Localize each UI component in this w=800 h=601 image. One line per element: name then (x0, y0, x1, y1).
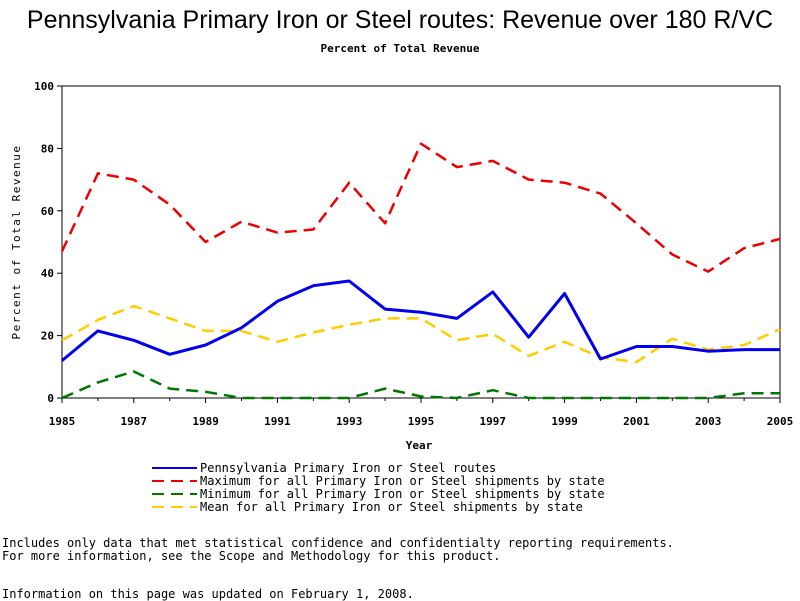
series-line-minimum (61, 370, 780, 400)
x-tick-label: 1991 (264, 415, 291, 428)
legend-label: Mean for all Primary Iron or Steel shipm… (200, 500, 583, 514)
y-tick-label: 20 (41, 330, 54, 343)
chart-title: Pennsylvania Primary Iron or Steel route… (26, 6, 774, 34)
x-tick-label: 1985 (49, 415, 76, 428)
x-tick-label: 2003 (695, 415, 722, 428)
x-tick-label: 1995 (408, 415, 435, 428)
x-tick-label: 1999 (551, 415, 578, 428)
legend-label: Minimum for all Primary Iron or Steel sh… (200, 487, 605, 501)
y-tick-label: 80 (41, 142, 54, 155)
y-tick-label: 60 (41, 205, 54, 218)
series-line-maximum (60, 142, 781, 273)
chart-subtitle: Percent of Total Revenue (320, 42, 480, 55)
confidence-note: Includes only data that met statistical … (2, 536, 674, 550)
y-tick-label: 100 (34, 80, 54, 93)
series-line-pennsylvania (61, 279, 780, 362)
legend-label: Pennsylvania Primary Iron or Steel route… (200, 461, 497, 475)
y-tick-label: 40 (41, 267, 54, 280)
methodology-note: For more information, see the Scope and … (2, 549, 501, 563)
x-tick-label: 1987 (121, 415, 148, 428)
updated-note: Information on this page was updated on … (2, 587, 414, 601)
plot-area (61, 85, 781, 399)
x-tick-label: 2005 (767, 415, 794, 428)
y-axis-label: Percent of Total Revenue (10, 145, 23, 340)
x-axis-label: Year (406, 439, 433, 452)
x-tick-label: 1997 (480, 415, 507, 428)
x-tick-label: 1993 (336, 415, 363, 428)
x-tick-label: 1989 (192, 415, 219, 428)
legend-label: Maximum for all Primary Iron or Steel sh… (200, 474, 605, 488)
line-chart: 0 20 40 60 80 100 1985 1987 1989 1991 1993 1995 199… (10, 80, 794, 452)
y-tick-label: 0 (47, 392, 54, 405)
x-tick-label: 2001 (623, 415, 650, 428)
